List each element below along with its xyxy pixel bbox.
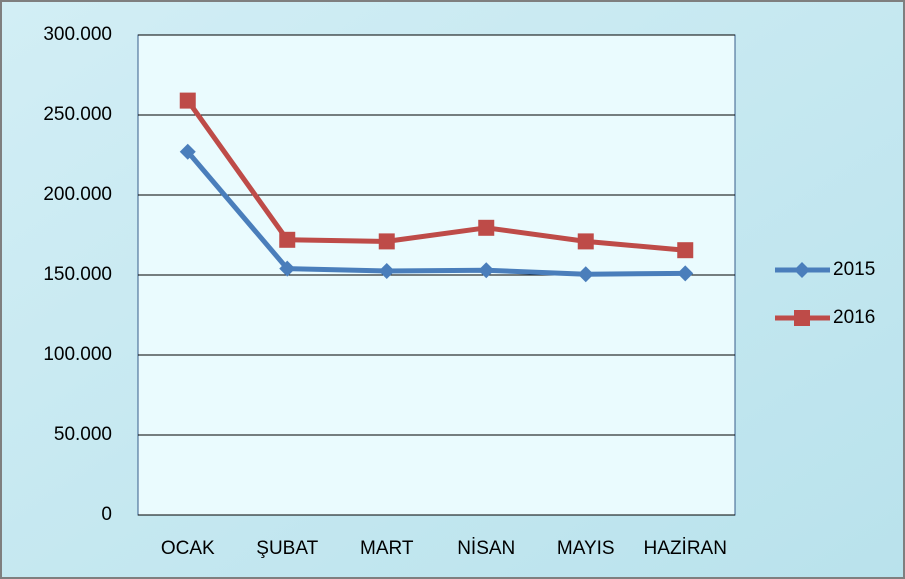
y-tick-label: 300.000 [43,24,112,45]
y-tick-label: 250.000 [43,104,112,125]
x-tick-label: MART [360,538,414,559]
data-point [378,263,395,279]
series-line [185,150,686,277]
legend-marker [794,310,810,326]
x-tick-label: ŞUBAT [256,538,318,559]
y-tick-label: 150.000 [43,264,112,285]
data-point [279,231,296,248]
data-point [378,233,395,250]
y-tick-label: 100.000 [43,344,112,365]
x-tick-label: HAZİRAN [644,538,727,559]
legend-label: 2015 [833,259,875,280]
data-point [179,143,196,160]
legend-marker [794,262,810,278]
data-point [677,265,694,282]
data-point [677,242,694,259]
legend-label: 2016 [833,307,875,328]
x-tick-label: OCAK [161,538,215,559]
data-point [577,233,594,250]
y-tick-label: 0 [101,504,112,525]
data-point [179,92,196,109]
data-point [478,219,495,236]
series-line [185,99,686,253]
y-tick-label: 200.000 [43,184,112,205]
x-tick-label: MAYIS [557,538,615,559]
data-point [279,260,296,277]
data-point [577,266,594,283]
x-tick-label: NİSAN [457,538,515,559]
data-point [478,262,495,279]
y-tick-label: 50.000 [54,424,112,445]
